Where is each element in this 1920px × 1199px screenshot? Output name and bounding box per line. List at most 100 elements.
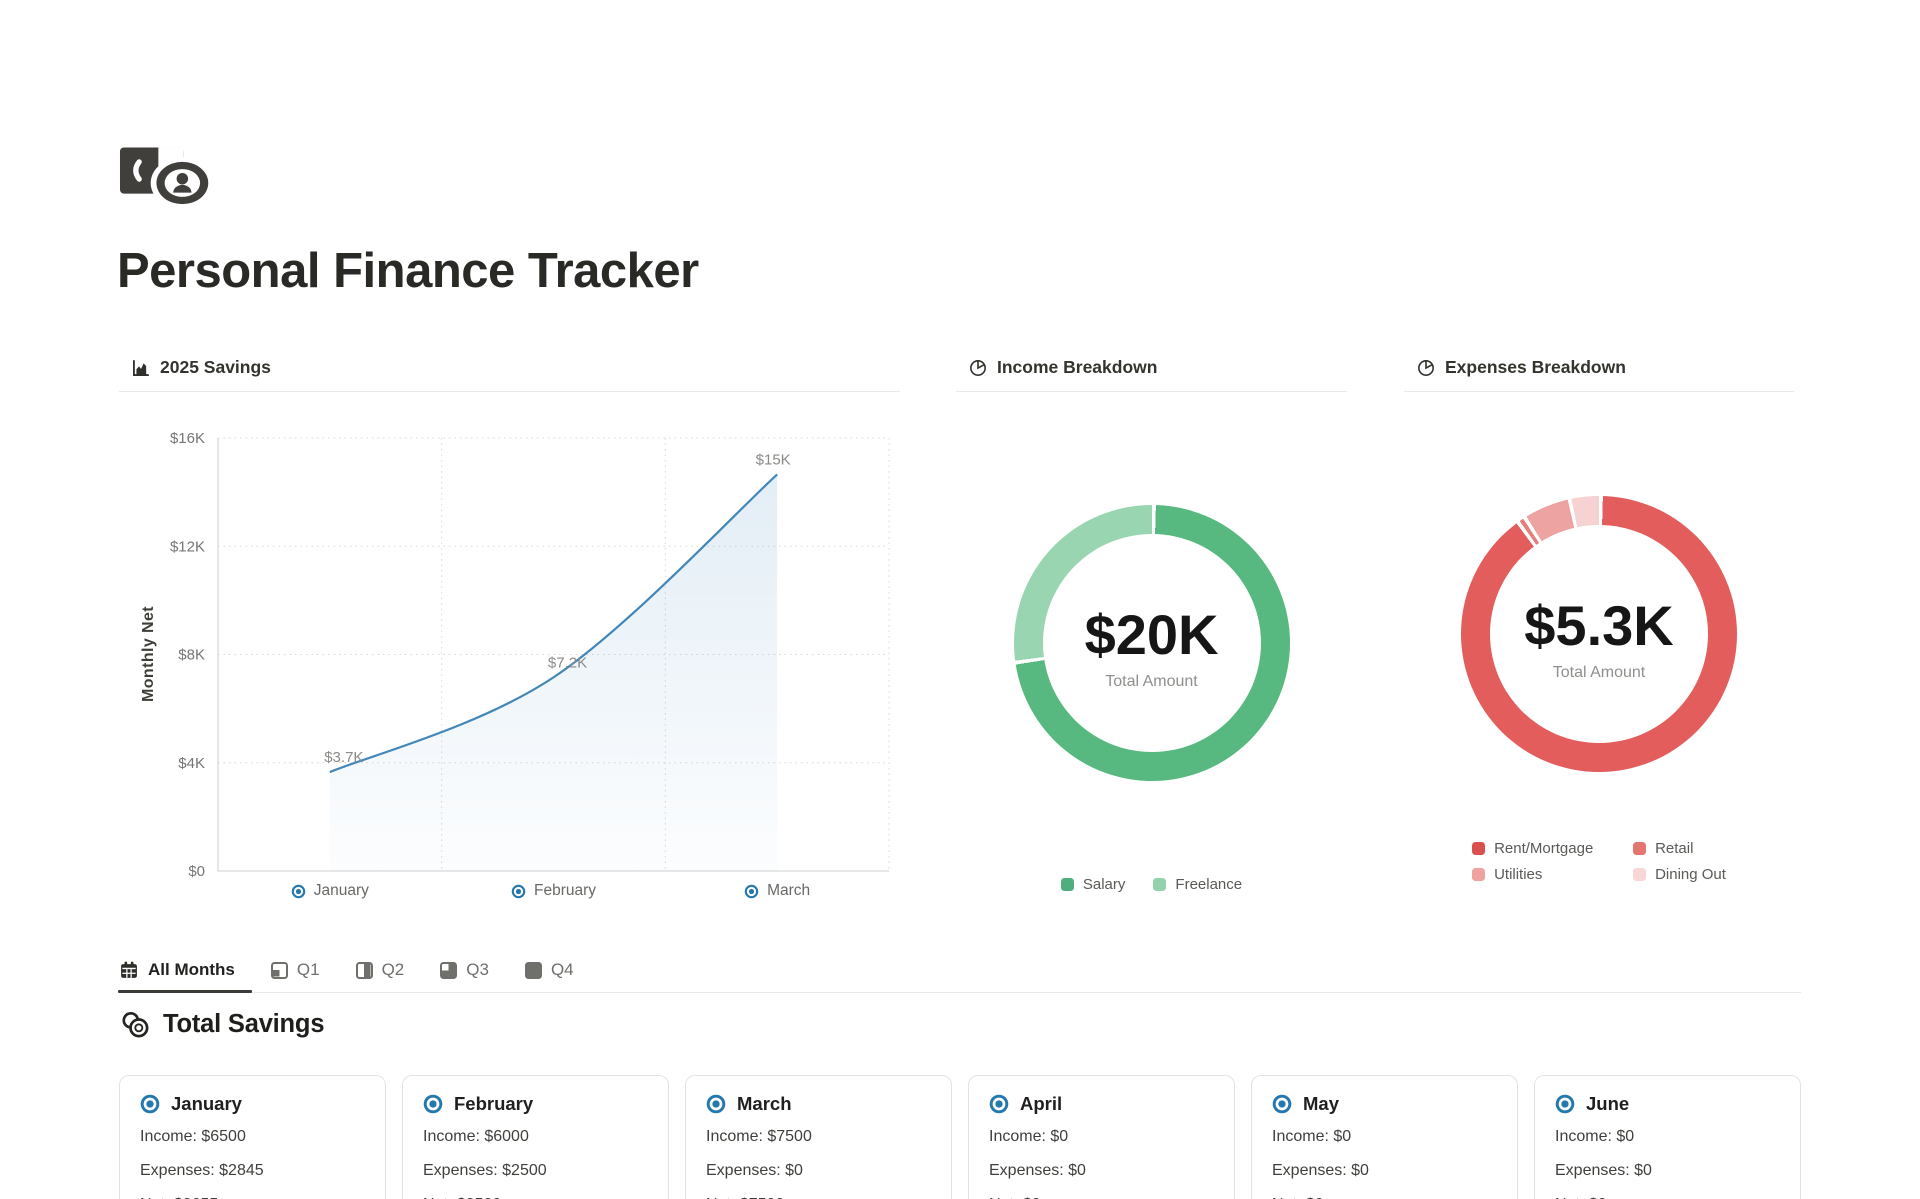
tab-label: Q2	[381, 960, 405, 979]
svg-text:$7.2K: $7.2K	[548, 654, 587, 671]
month-name: March	[737, 1093, 792, 1114]
tab-all-months[interactable]: All Months	[118, 948, 252, 993]
income-panel: Income Breakdown $20K Total Amount Salar…	[956, 355, 1347, 935]
income-legend: Salary Freelance	[1060, 876, 1242, 893]
tab-label: Q3	[466, 960, 489, 979]
income-total-label: Total Amount	[1105, 673, 1198, 690]
net-line: Net: $0	[1555, 1196, 1780, 1199]
tab-label: Q4	[550, 960, 574, 979]
quarter-1-icon	[270, 961, 288, 979]
month-dot-icon	[1272, 1094, 1292, 1114]
tab-label: All Months	[148, 960, 235, 979]
tab-q4[interactable]: Q4	[524, 948, 574, 992]
expenses-line: Expenses: $0	[1555, 1162, 1652, 1179]
calendar-icon	[119, 960, 139, 980]
expenses-total-value: $5.3K	[1524, 594, 1674, 657]
month-card-january[interactable]: January Income: $6500 Expenses: $2845 Net: …	[119, 1075, 386, 1199]
income-line: Income: $6500	[140, 1128, 246, 1145]
net-line: Net: $3655	[140, 1196, 365, 1199]
coins-icon	[121, 1010, 150, 1039]
tab-q1[interactable]: Q1	[270, 948, 320, 992]
tab-q3[interactable]: Q3	[440, 948, 489, 992]
legend-swatch-icon	[1633, 842, 1647, 855]
legend-swatch-icon	[1472, 868, 1486, 881]
month-name: February	[454, 1093, 534, 1114]
net-line: Net: $3500	[423, 1196, 648, 1199]
pie-chart-icon	[968, 358, 988, 378]
legend-swatch-icon	[1153, 878, 1167, 891]
savings-panel: 2025 Savings Monthly Net $0 $4K $8K $12K $16…	[119, 355, 900, 935]
savings-panel-header: 2025 Savings	[119, 355, 900, 392]
month-dot-icon	[140, 1094, 160, 1114]
income-line: Income: $0	[1272, 1128, 1352, 1145]
month-card-title: May	[1272, 1092, 1497, 1116]
month-name: May	[1303, 1093, 1339, 1114]
total-savings-heading: Total Savings	[121, 1010, 324, 1039]
tab-label: Q1	[296, 960, 320, 979]
x-axis-label-january: January	[250, 882, 410, 900]
month-name: June	[1586, 1093, 1630, 1114]
legend-item-dining-out[interactable]: Dining Out	[1633, 866, 1726, 883]
legend-item-retail[interactable]: Retail	[1633, 840, 1726, 857]
expenses-donut-chart: $5.3K Total Amount	[1461, 496, 1737, 772]
expenses-total-label: Total Amount	[1552, 664, 1646, 681]
legend-item-utilities[interactable]: Utilities	[1472, 866, 1633, 883]
quarter-4-icon	[524, 961, 542, 979]
month-card-title: June	[1555, 1092, 1780, 1116]
net-line: Net: $0	[989, 1196, 1214, 1199]
month-dot-icon	[744, 884, 759, 899]
month-card-june[interactable]: June Income: $0 Expenses: $0 Net: $0	[1534, 1075, 1801, 1199]
total-savings-title: Total Savings	[163, 1010, 325, 1038]
expenses-line: Expenses: $0	[706, 1162, 803, 1179]
month-dot-icon	[1555, 1094, 1575, 1114]
month-card-march[interactable]: March Income: $7500 Expenses: $0 Net: $7500	[685, 1075, 952, 1199]
month-cards: January Income: $6500 Expenses: $2845 Net: …	[119, 1075, 1801, 1199]
svg-text:$16K: $16K	[170, 430, 205, 447]
y-axis-title: Monthly Net	[140, 606, 157, 702]
pie-chart-icon	[1416, 358, 1436, 378]
expenses-panel: Expenses Breakdown $5.3K Total Amount Re…	[1404, 355, 1794, 935]
svg-text:$8K: $8K	[178, 647, 205, 664]
svg-text:$15K: $15K	[756, 451, 791, 468]
month-card-title: January	[140, 1092, 365, 1116]
expenses-line: Expenses: $0	[989, 1162, 1086, 1179]
income-line: Income: $7500	[706, 1128, 812, 1145]
expenses-line: Expenses: $0	[1272, 1162, 1369, 1179]
expenses-line: Expenses: $2845	[140, 1162, 264, 1179]
income-line: Income: $0	[1555, 1128, 1635, 1145]
svg-text:$3.7K: $3.7K	[324, 749, 363, 766]
month-dot-icon	[423, 1094, 443, 1114]
savings-line-chart: Monthly Net $0 $4K $8K $12K $16K $3.7K $7.2K $1…	[119, 406, 900, 936]
x-axis-label-march: March	[697, 882, 857, 900]
month-name: April	[1020, 1093, 1063, 1114]
month-dot-icon	[706, 1094, 726, 1114]
legend-swatch-icon	[1060, 878, 1074, 891]
svg-text:$0: $0	[188, 863, 205, 880]
quarter-filter-tabs: All Months Q1 Q2 Q3 Q4	[118, 948, 1801, 993]
legend-swatch-icon	[1633, 868, 1647, 881]
legend-item-freelance[interactable]: Freelance	[1153, 876, 1242, 893]
legend-item-salary[interactable]: Salary	[1060, 876, 1125, 893]
month-dot-icon	[291, 884, 306, 899]
income-panel-title: Income Breakdown	[997, 357, 1158, 377]
month-dot-icon	[989, 1094, 1009, 1114]
month-card-title: February	[423, 1092, 648, 1116]
banknote-portrait-icon	[119, 136, 215, 207]
expenses-line: Expenses: $2500	[423, 1162, 547, 1179]
month-card-april[interactable]: April Income: $0 Expenses: $0 Net: $0	[968, 1075, 1235, 1199]
expenses-panel-header: Expenses Breakdown	[1404, 355, 1794, 392]
month-card-may[interactable]: May Income: $0 Expenses: $0 Net: $0	[1251, 1075, 1518, 1199]
income-line: Income: $0	[989, 1128, 1069, 1145]
income-line: Income: $6000	[423, 1128, 529, 1145]
month-card-february[interactable]: February Income: $6000 Expenses: $2500 Net:…	[402, 1075, 669, 1199]
quarter-3-icon	[440, 961, 458, 979]
line-chart-svg: $0 $4K $8K $12K $16K $3.7K $7.2K $15K	[170, 430, 890, 880]
quarter-2-icon	[355, 961, 373, 979]
svg-text:$4K: $4K	[178, 755, 205, 772]
tab-q2[interactable]: Q2	[355, 948, 405, 992]
svg-text:$12K: $12K	[170, 538, 205, 555]
page-title: Personal Finance Tracker	[117, 244, 699, 298]
income-donut-chart: $20K Total Amount	[1013, 505, 1290, 781]
legend-item-rent-mortgage[interactable]: Rent/Mortgage	[1472, 840, 1633, 857]
